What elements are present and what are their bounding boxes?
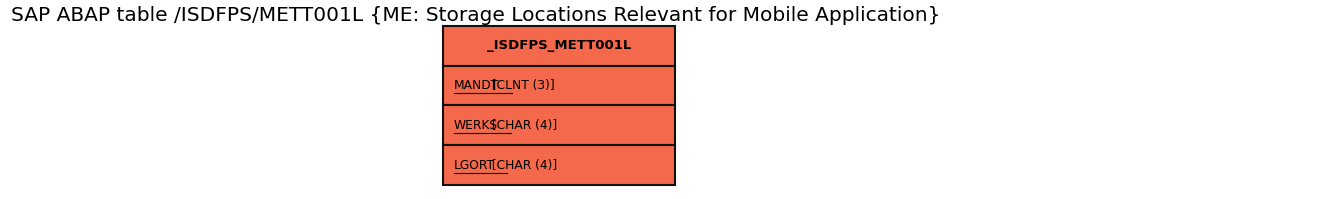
Text: [CHAR (4)]: [CHAR (4)] (488, 119, 557, 132)
Text: LGORT: LGORT (454, 159, 495, 172)
FancyBboxPatch shape (443, 66, 675, 105)
Text: WERKS: WERKS (454, 119, 497, 132)
Text: SAP ABAP table /ISDFPS/METT001L {ME: Storage Locations Relevant for Mobile Appli: SAP ABAP table /ISDFPS/METT001L {ME: Sto… (11, 6, 939, 25)
FancyBboxPatch shape (443, 145, 675, 185)
Text: [CHAR (4)]: [CHAR (4)] (488, 159, 557, 172)
FancyBboxPatch shape (443, 26, 675, 66)
Text: MANDT: MANDT (454, 79, 499, 92)
Text: [CLNT (3)]: [CLNT (3)] (488, 79, 554, 92)
FancyBboxPatch shape (443, 105, 675, 145)
Text: _ISDFPS_METT001L: _ISDFPS_METT001L (487, 39, 631, 52)
